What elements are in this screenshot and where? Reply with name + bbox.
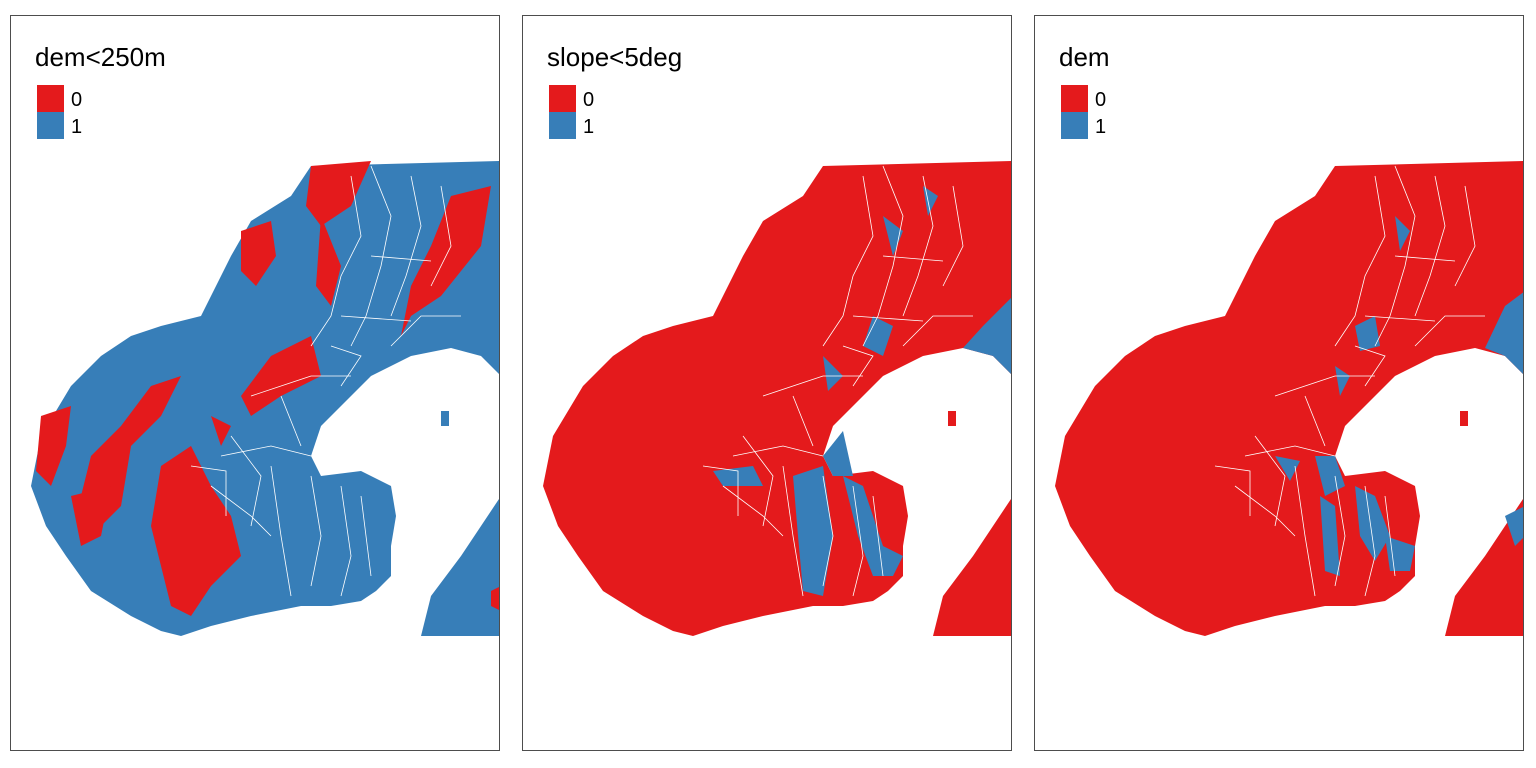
legend-label-1: 1 [71, 116, 83, 138]
legend-swatch-0 [37, 85, 64, 112]
legend-swatch-0 [1061, 85, 1088, 112]
legend-label-1: 1 [1095, 116, 1107, 138]
highland-patches [36, 161, 499, 616]
map-title: slope<5deg [547, 42, 683, 72]
map-panel-dem: dem 0 1 [1034, 15, 1524, 751]
legend-label-0: 0 [71, 89, 83, 111]
legend-swatch-1 [549, 112, 576, 139]
legend-swatch-1 [37, 112, 64, 139]
map-title: dem<250m [35, 42, 166, 72]
map-panel-slope-5deg: slope<5deg 0 1 [522, 15, 1012, 751]
flat-patches [713, 186, 1011, 596]
flat-patches [1275, 216, 1523, 576]
legend-label-1: 1 [583, 116, 595, 138]
map-raster [543, 161, 1011, 636]
map-raster [31, 161, 499, 636]
map-panel-dem-250m: dem<250m 0 1 [10, 15, 500, 751]
map-title: dem [1059, 42, 1110, 72]
legend-swatch-0 [549, 85, 576, 112]
legend-swatch-1 [1061, 112, 1088, 139]
map-raster [1055, 161, 1523, 636]
legend-label-0: 0 [583, 89, 595, 111]
legend-label-0: 0 [1095, 89, 1107, 111]
